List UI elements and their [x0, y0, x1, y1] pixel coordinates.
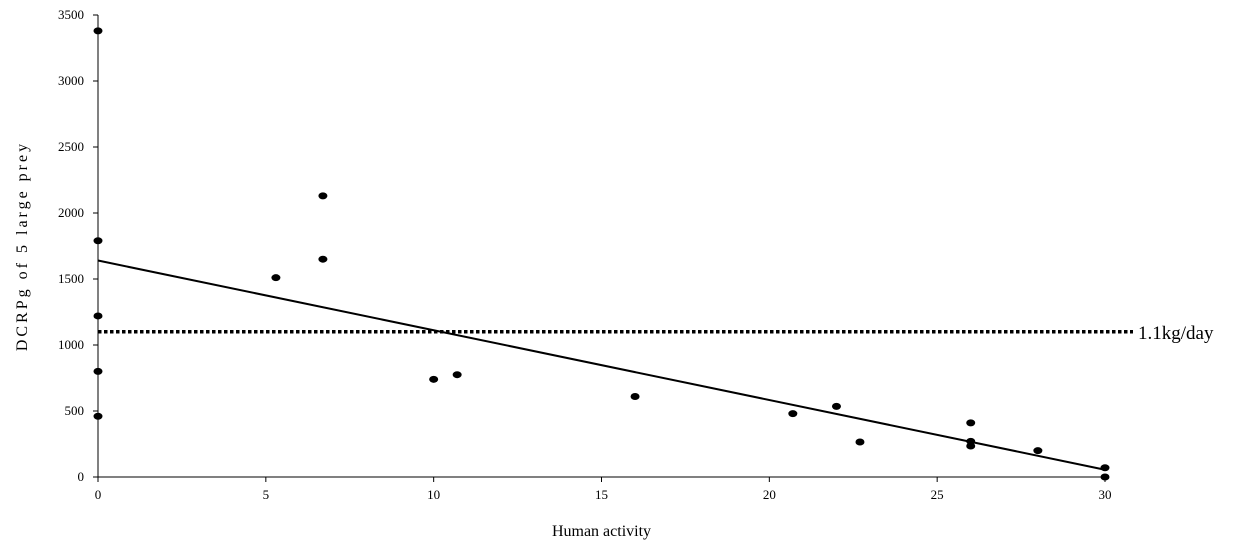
y-tick-label: 3000 — [58, 73, 84, 88]
y-axis-title: DCRPg of 5 large prey — [14, 141, 31, 351]
trend-line — [97, 259, 1106, 471]
data-points — [93, 27, 1110, 481]
y-tick-label: 3500 — [58, 7, 84, 22]
y-tick-label: 2500 — [58, 139, 84, 154]
data-point — [1033, 447, 1043, 455]
reference-line-label: 1.1kg/day — [1138, 323, 1214, 344]
y-tick-label: 1500 — [58, 271, 84, 286]
data-point — [93, 27, 103, 35]
data-point — [788, 410, 798, 418]
x-tick-label: 30 — [1099, 487, 1112, 502]
data-point — [93, 412, 103, 420]
data-point — [630, 392, 640, 400]
x-tick-label: 0 — [95, 487, 102, 502]
y-tick-label: 0 — [78, 469, 85, 484]
data-point — [1100, 473, 1110, 481]
y-axis-ticks: 0 500 1000 1500 2000 2500 3000 3500 — [58, 7, 98, 484]
data-point — [452, 371, 462, 379]
data-point — [318, 192, 328, 200]
x-axis-ticks: 0 5 10 15 20 25 30 — [95, 477, 1112, 502]
y-tick-label: 1000 — [58, 337, 84, 352]
data-point — [93, 237, 103, 245]
x-tick-label: 5 — [263, 487, 270, 502]
x-tick-label: 15 — [595, 487, 608, 502]
data-point — [271, 274, 281, 282]
data-point — [429, 375, 439, 383]
data-point — [93, 367, 103, 375]
data-point — [1100, 464, 1110, 472]
data-point — [855, 438, 865, 446]
data-point — [318, 255, 328, 263]
data-point — [966, 442, 976, 450]
y-tick-label: 500 — [65, 403, 85, 418]
data-point — [93, 312, 103, 320]
data-point — [831, 402, 841, 410]
x-tick-label: 25 — [931, 487, 944, 502]
x-axis-title: Human activity — [552, 523, 651, 540]
x-tick-label: 20 — [763, 487, 776, 502]
y-tick-label: 2000 — [58, 205, 84, 220]
data-point — [966, 419, 976, 427]
x-tick-label: 10 — [427, 487, 440, 502]
